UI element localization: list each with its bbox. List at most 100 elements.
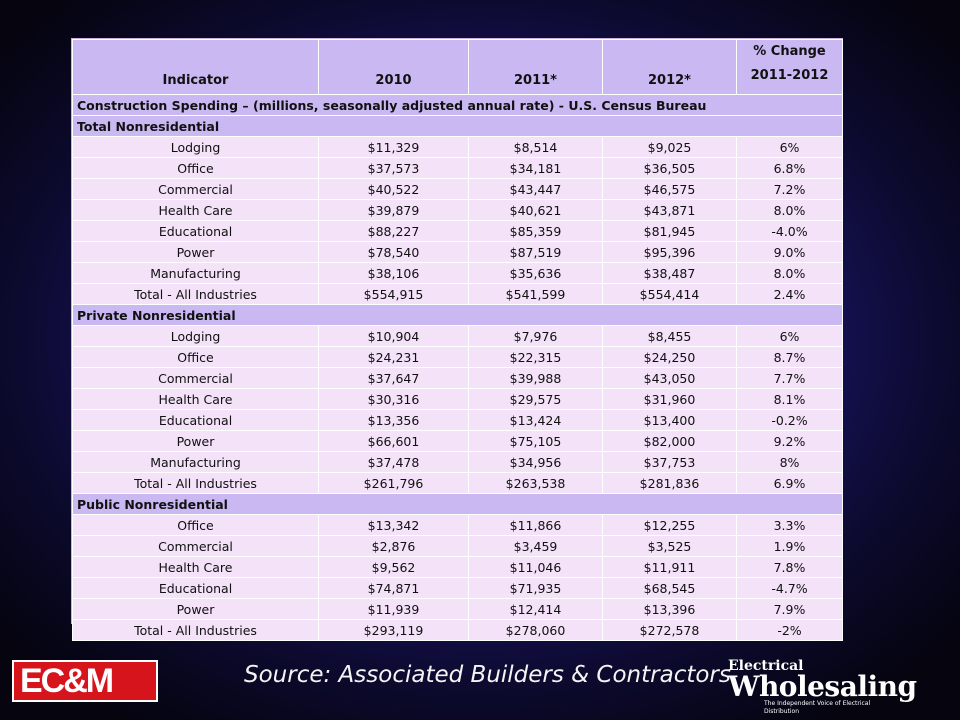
value-cell: $46,575: [602, 178, 737, 200]
electrical-wholesaling-logo: Electrical Wholesaling The Independent V…: [728, 658, 917, 715]
header-pct-change-top: % Change: [753, 44, 826, 59]
row-label-cell: Office: [72, 346, 319, 368]
value-cell: $8,514: [468, 136, 603, 158]
header-pct-change-bottom: 2011-2012: [750, 68, 829, 83]
value-cell: $66,601: [318, 430, 469, 452]
table-row: Office $37,573 $34,181 $36,505 6.8%: [72, 157, 843, 179]
value-cell: $88,227: [318, 220, 469, 242]
value-cell: 1.9%: [736, 535, 843, 557]
section-title: Total Nonresidential: [72, 115, 843, 137]
value-cell: $9,562: [318, 556, 469, 578]
value-cell: 6%: [736, 136, 843, 158]
spending-table-container: Indicator 2010 2011* 2012* % Change 2011…: [71, 38, 843, 641]
value-cell: $3,459: [468, 535, 603, 557]
value-cell: $293,119: [318, 619, 469, 641]
value-cell: $71,935: [468, 577, 603, 599]
logo-line-electrical: Electrical: [728, 658, 804, 674]
value-cell: $22,315: [468, 346, 603, 368]
value-cell: $9,025: [602, 136, 737, 158]
value-cell: $272,578: [602, 619, 737, 641]
value-cell: $34,956: [468, 451, 603, 473]
table-row: Lodging $11,329 $8,514 $9,025 6%: [72, 136, 843, 158]
value-cell: $278,060: [468, 619, 603, 641]
value-cell: $68,545: [602, 577, 737, 599]
section-header-row: Total Nonresidential: [72, 115, 843, 137]
table-row: Total - All Industries $293,119 $278,060 $2…: [72, 619, 843, 641]
value-cell: $95,396: [602, 241, 737, 263]
row-label-cell: Power: [72, 241, 319, 263]
table-row: Educational $13,356 $13,424 $13,400 -0.2%: [72, 409, 843, 431]
value-cell: $261,796: [318, 472, 469, 494]
header-2011: 2011*: [468, 39, 603, 95]
value-cell: $263,538: [468, 472, 603, 494]
value-cell: $2,876: [318, 535, 469, 557]
value-cell: $40,522: [318, 178, 469, 200]
value-cell: $78,540: [318, 241, 469, 263]
table-row: Power $11,939 $12,414 $13,396 7.9%: [72, 598, 843, 620]
table-row: Power $66,601 $75,105 $82,000 9.2%: [72, 430, 843, 452]
table-row: Lodging $10,904 $7,976 $8,455 6%: [72, 325, 843, 347]
section-title: Public Nonresidential: [72, 493, 843, 515]
row-label-cell: Total - All Industries: [72, 619, 319, 641]
header-indicator: Indicator: [72, 39, 319, 95]
source-caption: Source: Associated Builders & Contractor…: [244, 662, 731, 688]
value-cell: 8%: [736, 451, 843, 473]
table-row: Office $13,342 $11,866 $12,255 3.3%: [72, 514, 843, 536]
row-label-cell: Manufacturing: [72, 451, 319, 473]
value-cell: -4.7%: [736, 577, 843, 599]
value-cell: 2.4%: [736, 283, 843, 305]
table-row: Commercial $2,876 $3,459 $3,525 1.9%: [72, 535, 843, 557]
row-label-cell: Lodging: [72, 325, 319, 347]
row-label-cell: Educational: [72, 220, 319, 242]
value-cell: 8.7%: [736, 346, 843, 368]
construction-spending-table: Indicator 2010 2011* 2012* % Change 2011…: [72, 39, 843, 641]
value-cell: $81,945: [602, 220, 737, 242]
value-cell: -2%: [736, 619, 843, 641]
row-label-cell: Commercial: [72, 178, 319, 200]
value-cell: $82,000: [602, 430, 737, 452]
value-cell: $43,871: [602, 199, 737, 221]
row-label-cell: Power: [72, 430, 319, 452]
table-row: Manufacturing $38,106 $35,636 $38,487 8.0%: [72, 262, 843, 284]
table-row: Commercial $40,522 $43,447 $46,575 7.2%: [72, 178, 843, 200]
value-cell: $13,424: [468, 409, 603, 431]
value-cell: $43,050: [602, 367, 737, 389]
table-row: Manufacturing $37,478 $34,956 $37,753 8%: [72, 451, 843, 473]
row-label-cell: Total - All Industries: [72, 283, 319, 305]
value-cell: $3,525: [602, 535, 737, 557]
value-cell: 8.0%: [736, 262, 843, 284]
row-label-cell: Commercial: [72, 535, 319, 557]
value-cell: 6.9%: [736, 472, 843, 494]
table-row: Educational $74,871 $71,935 $68,545 -4.7%: [72, 577, 843, 599]
row-label-cell: Educational: [72, 577, 319, 599]
table-row: Educational $88,227 $85,359 $81,945 -4.0%: [72, 220, 843, 242]
value-cell: $43,447: [468, 178, 603, 200]
row-label-cell: Manufacturing: [72, 262, 319, 284]
value-cell: $541,599: [468, 283, 603, 305]
value-cell: $7,976: [468, 325, 603, 347]
table-body: Construction Spending – (millions, seaso…: [72, 94, 843, 641]
value-cell: $8,455: [602, 325, 737, 347]
table-row: Health Care $30,316 $29,575 $31,960 8.1%: [72, 388, 843, 410]
value-cell: $39,879: [318, 199, 469, 221]
value-cell: 8.1%: [736, 388, 843, 410]
value-cell: $13,400: [602, 409, 737, 431]
table-row: Office $24,231 $22,315 $24,250 8.7%: [72, 346, 843, 368]
value-cell: $34,181: [468, 157, 603, 179]
value-cell: $75,105: [468, 430, 603, 452]
value-cell: $37,647: [318, 367, 469, 389]
value-cell: $37,573: [318, 157, 469, 179]
value-cell: $11,866: [468, 514, 603, 536]
value-cell: $37,478: [318, 451, 469, 473]
logo-tagline: The Independent Voice of Electrical Dist…: [764, 700, 871, 715]
value-cell: $12,414: [468, 598, 603, 620]
value-cell: $10,904: [318, 325, 469, 347]
value-cell: $38,487: [602, 262, 737, 284]
value-cell: $12,255: [602, 514, 737, 536]
row-label-cell: Commercial: [72, 367, 319, 389]
row-label-cell: Health Care: [72, 199, 319, 221]
value-cell: 7.8%: [736, 556, 843, 578]
value-cell: $554,414: [602, 283, 737, 305]
table-header-row: Indicator 2010 2011* 2012* % Change 2011…: [72, 39, 843, 95]
row-label-cell: Lodging: [72, 136, 319, 158]
